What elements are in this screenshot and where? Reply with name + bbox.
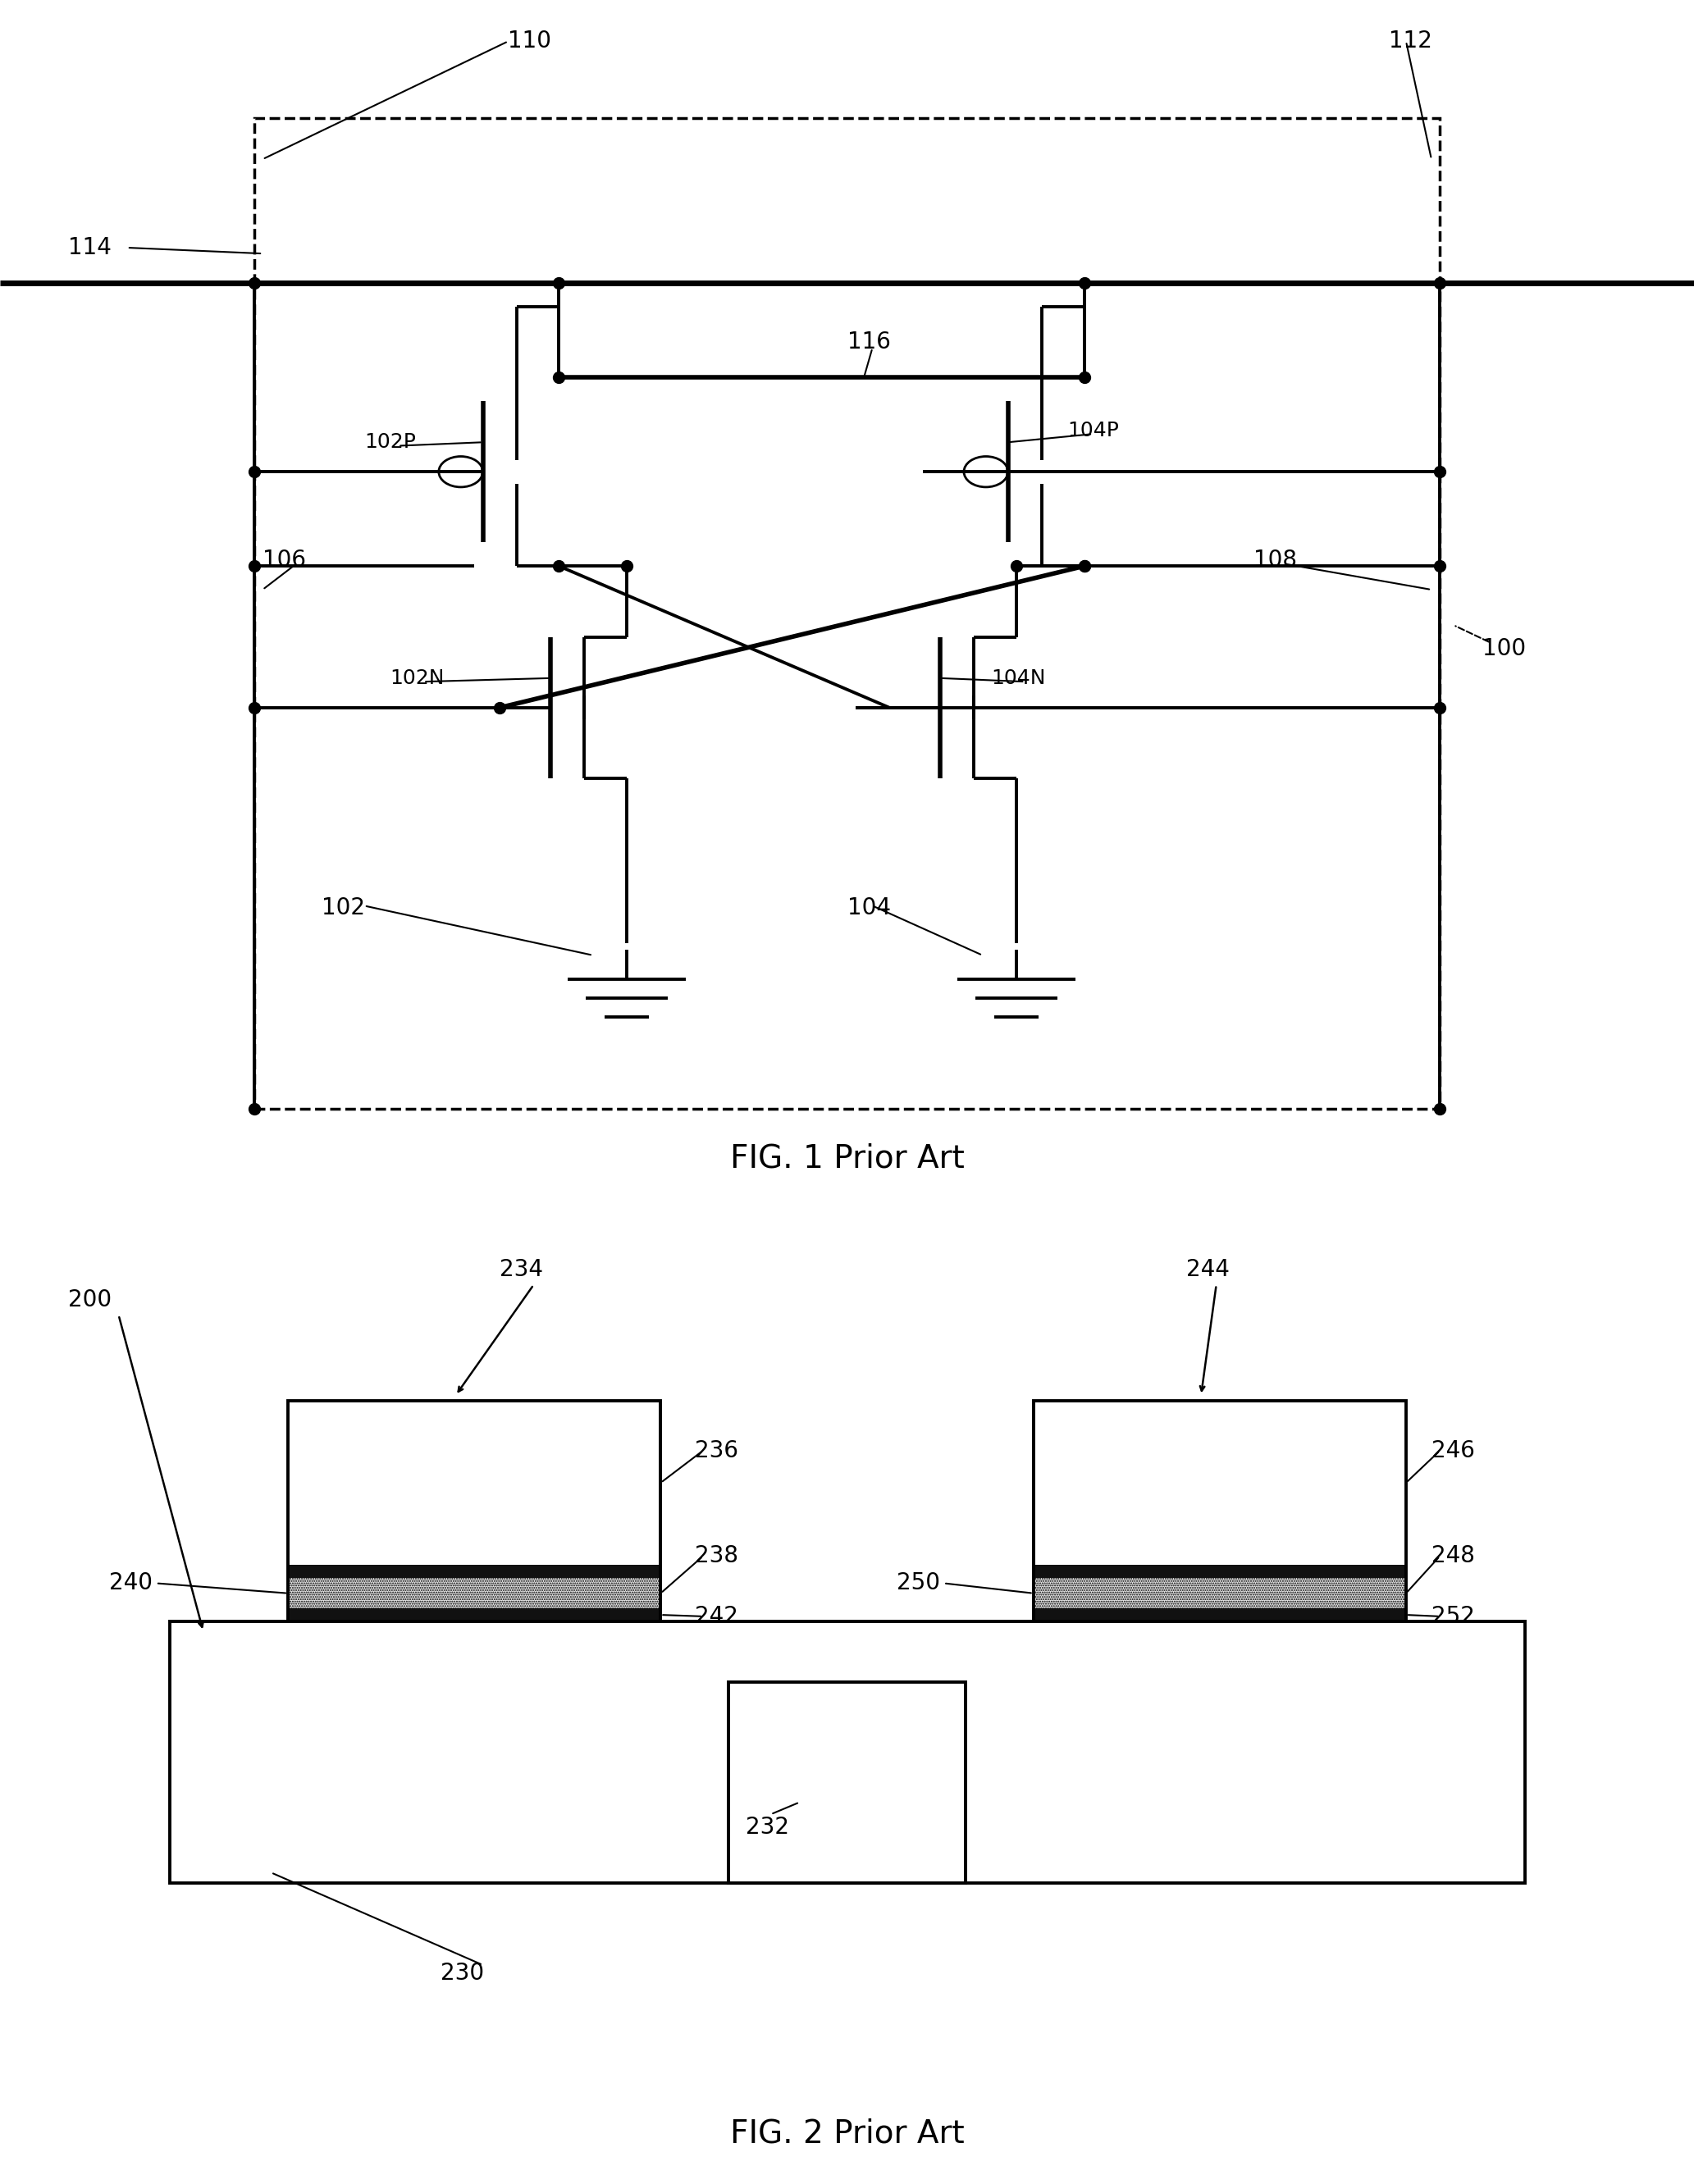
Text: 106: 106 bbox=[263, 548, 307, 572]
Text: 112: 112 bbox=[1389, 31, 1433, 52]
Bar bbox=[1033, 1400, 1406, 1566]
Text: FIG. 2 Prior Art: FIG. 2 Prior Art bbox=[730, 2118, 964, 2149]
Bar bbox=[288, 1400, 661, 1566]
Point bbox=[486, 690, 513, 725]
Bar bbox=[288, 1400, 661, 1621]
Text: 110: 110 bbox=[508, 31, 552, 52]
Text: 246: 246 bbox=[1431, 1439, 1475, 1461]
Text: 236: 236 bbox=[695, 1439, 739, 1461]
Point bbox=[1426, 454, 1453, 489]
Text: 104: 104 bbox=[847, 898, 891, 919]
Bar bbox=[288, 1566, 661, 1579]
Text: 102: 102 bbox=[322, 898, 366, 919]
Text: 114: 114 bbox=[68, 236, 112, 260]
Bar bbox=[728, 1682, 966, 1883]
Bar bbox=[288, 1579, 661, 1607]
Point bbox=[1071, 548, 1098, 583]
Text: 240: 240 bbox=[108, 1572, 152, 1594]
Text: FIG. 1 Prior Art: FIG. 1 Prior Art bbox=[730, 1142, 964, 1173]
Text: 234: 234 bbox=[500, 1258, 544, 1282]
Text: 116: 116 bbox=[847, 330, 891, 354]
Text: 102P: 102P bbox=[364, 432, 415, 452]
Bar bbox=[288, 1607, 661, 1621]
Point bbox=[613, 548, 640, 583]
Point bbox=[241, 548, 268, 583]
Point bbox=[1426, 548, 1453, 583]
Point bbox=[1003, 548, 1030, 583]
Point bbox=[241, 266, 268, 301]
Point bbox=[545, 360, 573, 395]
Text: 232: 232 bbox=[745, 1815, 789, 1839]
Point bbox=[1071, 548, 1098, 583]
Text: 104P: 104P bbox=[1067, 422, 1118, 441]
Point bbox=[545, 548, 573, 583]
Text: 250: 250 bbox=[896, 1572, 940, 1594]
Point bbox=[1426, 690, 1453, 725]
Point bbox=[241, 454, 268, 489]
Text: 230: 230 bbox=[440, 1961, 484, 1985]
Point bbox=[241, 1092, 268, 1127]
Bar bbox=[169, 1621, 1525, 1883]
Text: 200: 200 bbox=[68, 1289, 112, 1310]
Text: 100: 100 bbox=[1482, 638, 1526, 660]
Point bbox=[241, 690, 268, 725]
Point bbox=[1426, 266, 1453, 301]
Text: 244: 244 bbox=[1186, 1258, 1230, 1282]
Point bbox=[1071, 266, 1098, 301]
Text: 238: 238 bbox=[695, 1544, 739, 1568]
Bar bbox=[1033, 1400, 1406, 1621]
Bar bbox=[1033, 1607, 1406, 1621]
Bar bbox=[1033, 1566, 1406, 1579]
Point bbox=[545, 266, 573, 301]
Point bbox=[1071, 360, 1098, 395]
Text: 104N: 104N bbox=[991, 668, 1045, 688]
Bar bbox=[1033, 1579, 1406, 1607]
Text: 242: 242 bbox=[695, 1605, 739, 1627]
Point bbox=[1426, 1092, 1453, 1127]
Text: 252: 252 bbox=[1431, 1605, 1475, 1627]
Text: 108: 108 bbox=[1254, 548, 1298, 572]
Text: 102N: 102N bbox=[390, 668, 444, 688]
Text: 248: 248 bbox=[1431, 1544, 1475, 1568]
